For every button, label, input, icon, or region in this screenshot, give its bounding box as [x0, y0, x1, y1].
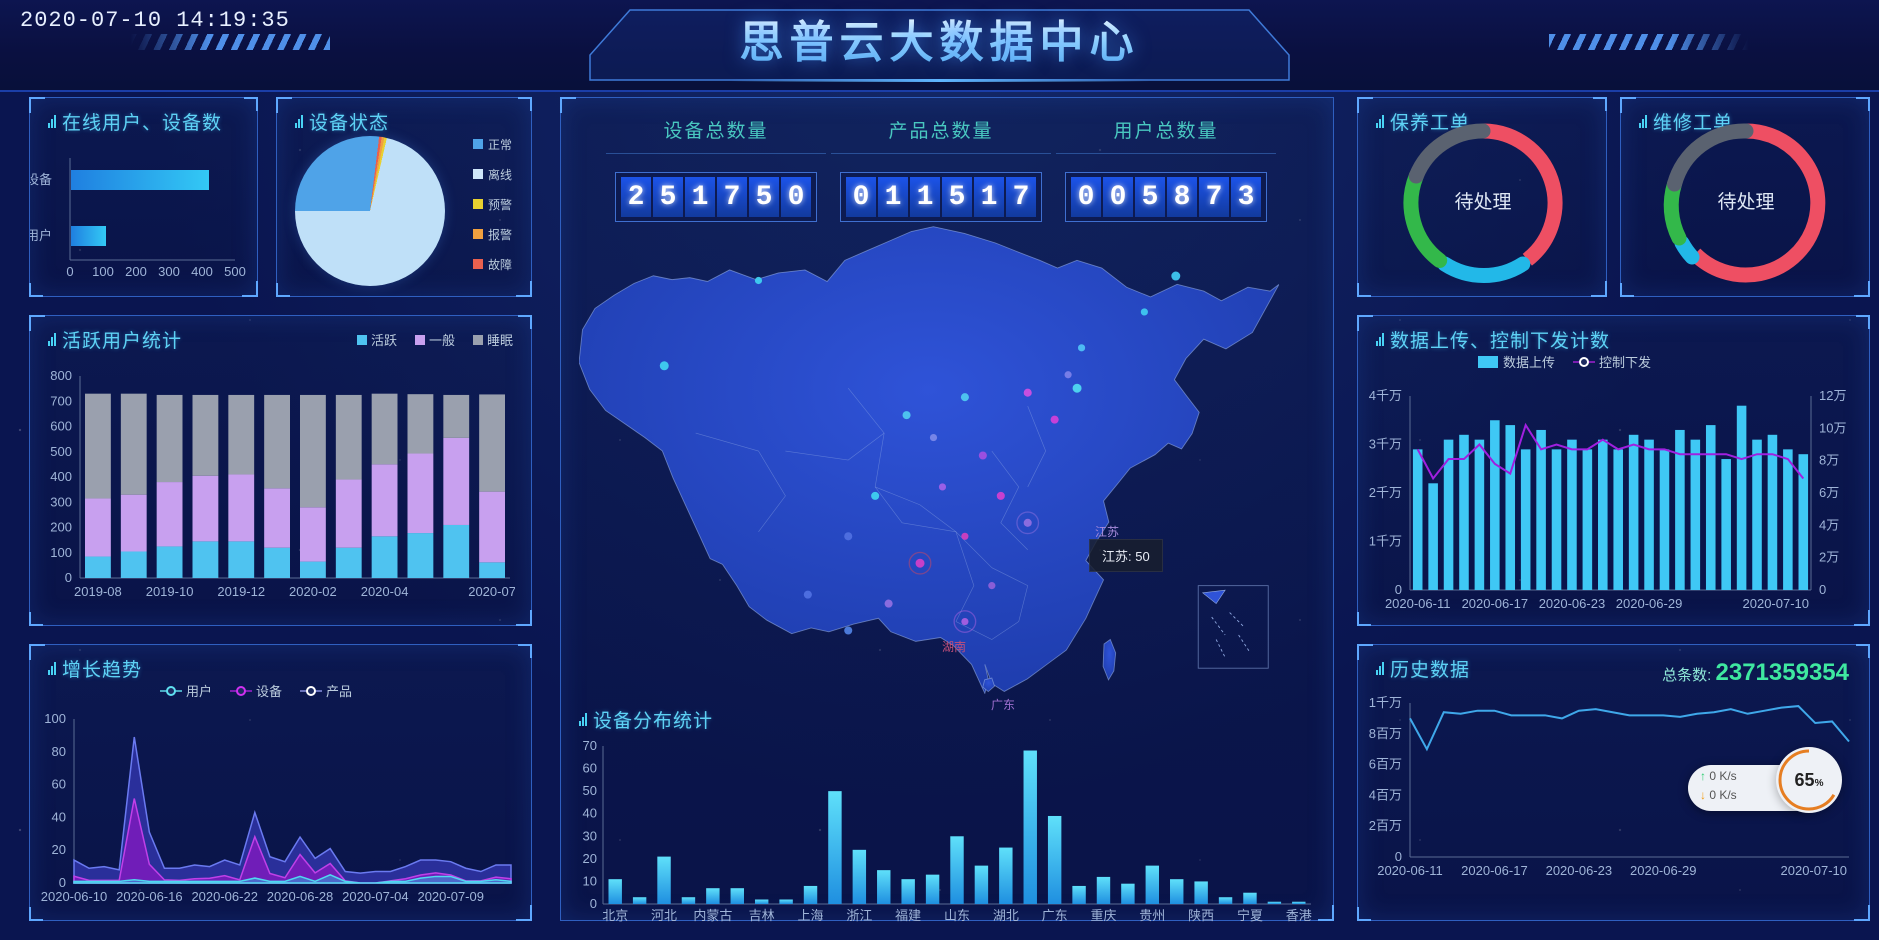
svg-text:2020-06-11: 2020-06-11: [1377, 863, 1443, 878]
svg-text:2千万: 2千万: [1369, 485, 1402, 500]
svg-text:2020-06-29: 2020-06-29: [1630, 863, 1697, 878]
svg-text:60: 60: [52, 777, 66, 792]
svg-text:吉林: 吉林: [749, 908, 775, 923]
svg-text:湖北: 湖北: [993, 908, 1019, 923]
svg-text:0: 0: [1395, 849, 1402, 864]
svg-text:2019-10: 2019-10: [146, 584, 194, 599]
svg-text:200: 200: [125, 264, 147, 279]
svg-text:2020-07: 2020-07: [468, 584, 515, 599]
svg-text:山东: 山东: [944, 908, 970, 923]
svg-text:40: 40: [583, 806, 597, 821]
svg-text:700: 700: [50, 393, 72, 408]
svg-text:2020-06-23: 2020-06-23: [1539, 596, 1606, 611]
svg-text:200: 200: [50, 520, 72, 535]
svg-text:60: 60: [583, 761, 597, 776]
svg-text:重庆: 重庆: [1090, 908, 1116, 923]
svg-text:30: 30: [583, 828, 597, 843]
svg-text:2020-06-28: 2020-06-28: [267, 889, 334, 904]
svg-text:6百万: 6百万: [1369, 757, 1402, 772]
svg-text:4万: 4万: [1819, 517, 1839, 532]
svg-text:2020-06-17: 2020-06-17: [1462, 596, 1529, 611]
svg-text:0: 0: [590, 896, 597, 911]
svg-text:80: 80: [52, 744, 66, 759]
svg-text:广东: 广东: [1042, 908, 1068, 923]
svg-text:20: 20: [52, 842, 66, 857]
svg-text:800: 800: [50, 368, 72, 383]
svg-text:4百万: 4百万: [1369, 787, 1402, 802]
svg-text:8万: 8万: [1819, 453, 1839, 468]
svg-text:福建: 福建: [895, 908, 921, 923]
svg-text:2020-06-17: 2020-06-17: [1461, 863, 1528, 878]
svg-text:4千万: 4千万: [1369, 388, 1402, 403]
svg-text:内蒙古: 内蒙古: [693, 908, 732, 923]
svg-text:0: 0: [59, 875, 66, 890]
svg-text:2020-06-16: 2020-06-16: [116, 889, 183, 904]
svg-text:2百万: 2百万: [1369, 818, 1402, 833]
svg-text:2019-12: 2019-12: [217, 584, 265, 599]
svg-text:100: 100: [44, 711, 66, 726]
svg-text:0: 0: [1819, 582, 1826, 597]
svg-text:20: 20: [583, 851, 597, 866]
svg-text:陕西: 陕西: [1188, 908, 1214, 923]
svg-text:6万: 6万: [1819, 485, 1839, 500]
svg-text:2019-08: 2019-08: [74, 584, 122, 599]
svg-text:2万: 2万: [1819, 550, 1839, 565]
svg-text:50: 50: [583, 783, 597, 798]
svg-text:3千万: 3千万: [1369, 437, 1402, 452]
svg-text:2020-06-23: 2020-06-23: [1546, 863, 1613, 878]
svg-text:香港: 香港: [1286, 908, 1312, 923]
svg-text:设备: 设备: [30, 172, 52, 187]
svg-text:贵州: 贵州: [1139, 908, 1165, 923]
svg-text:待处理: 待处理: [1717, 191, 1774, 213]
svg-text:300: 300: [158, 264, 180, 279]
svg-text:2020-06-29: 2020-06-29: [1616, 596, 1683, 611]
svg-text:400: 400: [50, 469, 72, 484]
svg-text:2020-06-10: 2020-06-10: [41, 889, 108, 904]
svg-text:浙江: 浙江: [846, 908, 872, 923]
svg-text:12万: 12万: [1819, 388, 1846, 403]
svg-text:河北: 河北: [651, 908, 677, 923]
svg-text:0: 0: [1395, 582, 1402, 597]
svg-text:2020-07-04: 2020-07-04: [342, 889, 409, 904]
svg-text:0: 0: [66, 264, 73, 279]
svg-text:40: 40: [52, 809, 66, 824]
svg-text:北京: 北京: [602, 908, 628, 923]
svg-text:70: 70: [583, 738, 597, 753]
svg-text:2020-04: 2020-04: [361, 584, 409, 599]
svg-text:400: 400: [191, 264, 213, 279]
svg-text:宁夏: 宁夏: [1237, 908, 1263, 923]
svg-text:2020-06-22: 2020-06-22: [191, 889, 257, 904]
svg-text:1千万: 1千万: [1369, 695, 1402, 710]
svg-text:100: 100: [92, 264, 114, 279]
svg-text:2020-07-09: 2020-07-09: [417, 889, 484, 904]
svg-text:2020-02: 2020-02: [289, 584, 337, 599]
svg-text:100: 100: [50, 545, 72, 560]
svg-text:500: 500: [224, 264, 246, 279]
svg-text:上海: 上海: [798, 908, 824, 923]
svg-text:0: 0: [65, 570, 72, 585]
svg-text:300: 300: [50, 494, 72, 509]
svg-text:10: 10: [583, 873, 597, 888]
svg-text:600: 600: [50, 419, 72, 434]
svg-text:10万: 10万: [1819, 420, 1846, 435]
svg-text:500: 500: [50, 444, 72, 459]
svg-text:待处理: 待处理: [1454, 191, 1511, 213]
svg-text:2020-07-10: 2020-07-10: [1743, 596, 1810, 611]
svg-text:用户: 用户: [30, 228, 52, 243]
svg-text:1千万: 1千万: [1369, 534, 1402, 549]
svg-text:2020-07-10: 2020-07-10: [1781, 863, 1848, 878]
svg-text:2020-06-11: 2020-06-11: [1385, 596, 1451, 611]
svg-text:8百万: 8百万: [1369, 726, 1402, 741]
